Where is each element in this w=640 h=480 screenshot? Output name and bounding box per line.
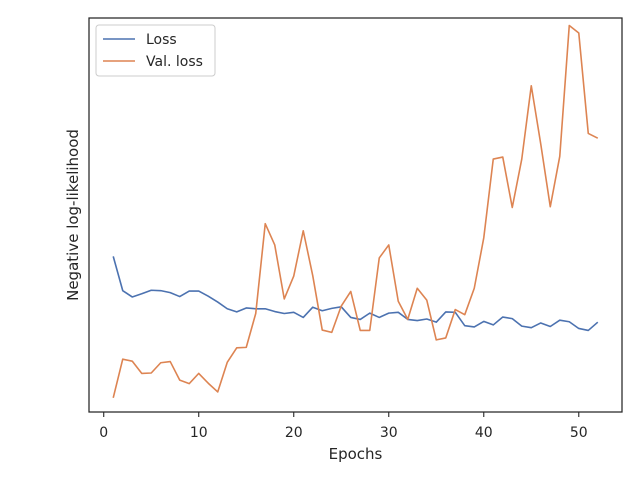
plot-frame: [88, 17, 623, 413]
x-tick-label: 50: [570, 425, 588, 441]
x-axis-ticks: 0 10 20 30 40 50: [99, 412, 588, 441]
x-tick-label: 30: [380, 425, 398, 441]
legend-label-val-loss: Val. loss: [146, 54, 203, 70]
val-loss-line: [112, 24, 599, 399]
x-axis-label: Epochs: [329, 445, 383, 463]
x-tick-label: 0: [99, 425, 108, 441]
loss-line: [112, 256, 599, 332]
x-tick-label: 40: [475, 425, 493, 441]
legend-box: [95, 24, 216, 77]
legend-label-loss: Loss: [146, 32, 177, 48]
x-tick-label: 10: [190, 425, 208, 441]
y-axis-label: Negative log-likelihood: [64, 129, 82, 301]
x-tick-label: 20: [285, 425, 303, 441]
series-layer: [112, 24, 599, 399]
legend: Loss Val. loss: [95, 24, 216, 77]
